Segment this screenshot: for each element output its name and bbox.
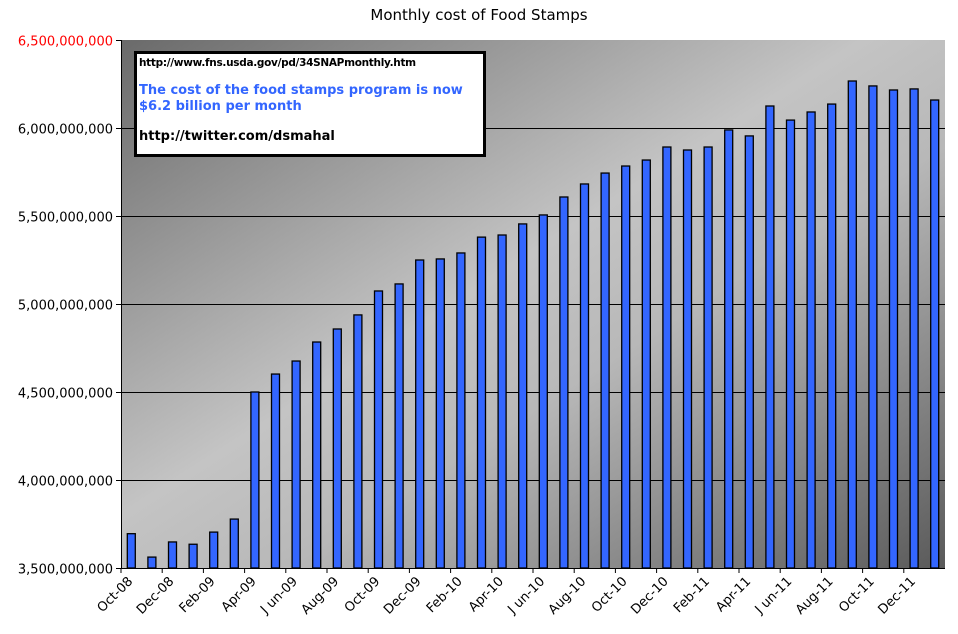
bar-Jun-10 bbox=[538, 214, 548, 569]
x-tick-label: Apr-10 bbox=[466, 574, 507, 615]
bar-Jun-09 bbox=[291, 360, 301, 569]
bar-Jan-10 bbox=[435, 258, 445, 569]
bar-Sep-10 bbox=[600, 172, 610, 569]
x-tick-label: Apr-11 bbox=[713, 574, 754, 615]
x-tick-label: J un-09 bbox=[257, 574, 301, 618]
annotation-message: The cost of the food stamps program is n… bbox=[139, 83, 463, 114]
bar-Jan-11 bbox=[682, 149, 693, 569]
y-tick-label: 5,000,000,000 bbox=[18, 299, 113, 314]
bar-Dec-08 bbox=[167, 541, 178, 569]
bar-Jul-11 bbox=[806, 111, 816, 569]
bar-Oct-10 bbox=[621, 165, 631, 569]
x-tick-label: Oct-09 bbox=[342, 574, 384, 616]
y-tick-label: 4,000,000,000 bbox=[18, 475, 113, 490]
bar-Jul-09 bbox=[312, 341, 322, 569]
bar-Oct-08 bbox=[126, 533, 136, 569]
source-url: http://www.fns.usda.gov/pd/34SNAPmonthly… bbox=[139, 57, 416, 69]
twitter-url: http://twitter.com/dsmahal bbox=[139, 129, 335, 144]
bar-Jan-09 bbox=[188, 543, 198, 569]
bar-Dec-11 bbox=[909, 88, 919, 569]
y-tick-label: 3,500,000,000 bbox=[18, 563, 113, 578]
bar-Mar-09 bbox=[229, 518, 239, 569]
x-tick-label: Aug-09 bbox=[299, 574, 343, 618]
bar-Aug-10 bbox=[579, 183, 590, 569]
bar-Jul-10 bbox=[559, 196, 569, 569]
bar-Nov-11 bbox=[888, 89, 899, 569]
x-tick-label: Oct-10 bbox=[589, 574, 631, 616]
bar-Sep-11 bbox=[847, 80, 857, 569]
x-tick-label: Oct-11 bbox=[836, 574, 878, 616]
bar-May-10 bbox=[518, 223, 528, 569]
bar-Oct-11 bbox=[868, 85, 878, 569]
x-tick-label: Dec-10 bbox=[628, 574, 671, 617]
y-tick-label: 5,500,000,000 bbox=[18, 211, 113, 226]
bar-Dec-09 bbox=[415, 259, 425, 569]
bar-Jun-11 bbox=[785, 119, 796, 569]
x-tick-label: Dec-09 bbox=[381, 574, 424, 617]
x-tick-label: Aug-10 bbox=[546, 574, 590, 618]
bar-Nov-08 bbox=[147, 556, 157, 569]
bar-Aug-11 bbox=[827, 103, 837, 569]
x-tick-label: Apr-09 bbox=[219, 574, 260, 615]
bar-Mar-11 bbox=[724, 129, 734, 569]
x-tick-label: Dec-11 bbox=[876, 574, 919, 617]
bar-Feb-10 bbox=[456, 252, 466, 569]
y-tick-label: 4,500,000,000 bbox=[18, 387, 113, 402]
bar-Jan-12 bbox=[930, 99, 940, 569]
bar-Mar-10 bbox=[476, 236, 487, 569]
bar-Aug-09 bbox=[332, 328, 342, 569]
x-tick-label: J un-11 bbox=[752, 574, 796, 618]
bar-Dec-10 bbox=[662, 146, 672, 569]
x-tick-label: Feb-11 bbox=[671, 574, 713, 616]
bar-Nov-09 bbox=[394, 283, 404, 569]
bar-May-11 bbox=[765, 105, 775, 569]
x-tick-label: J un-10 bbox=[505, 574, 549, 618]
bar-Apr-11 bbox=[744, 135, 754, 569]
annotation-box: http://www.fns.usda.gov/pd/34SNAPmonthly… bbox=[134, 51, 486, 157]
y-tick-label: 6,000,000,000 bbox=[18, 123, 113, 138]
bar-Nov-10 bbox=[641, 159, 651, 569]
x-tick-label: Aug-11 bbox=[793, 574, 837, 618]
x-tick-label: Oct-08 bbox=[95, 574, 137, 616]
chart-title: Monthly cost of Food Stamps bbox=[370, 6, 588, 24]
bar-Apr-10 bbox=[497, 234, 507, 569]
bar-May-09 bbox=[270, 373, 281, 569]
bar-Feb-09 bbox=[209, 531, 219, 569]
y-tick-label: 6,500,000,000 bbox=[18, 35, 113, 50]
bar-Sep-09 bbox=[353, 314, 363, 569]
x-tick-label: Dec-08 bbox=[134, 574, 177, 617]
x-tick-label: Feb-09 bbox=[177, 574, 219, 616]
x-tick-label: Feb-10 bbox=[424, 574, 466, 616]
bar-Apr-09 bbox=[250, 391, 260, 569]
bar-Feb-11 bbox=[703, 146, 713, 569]
bar-Oct-09 bbox=[373, 290, 384, 569]
